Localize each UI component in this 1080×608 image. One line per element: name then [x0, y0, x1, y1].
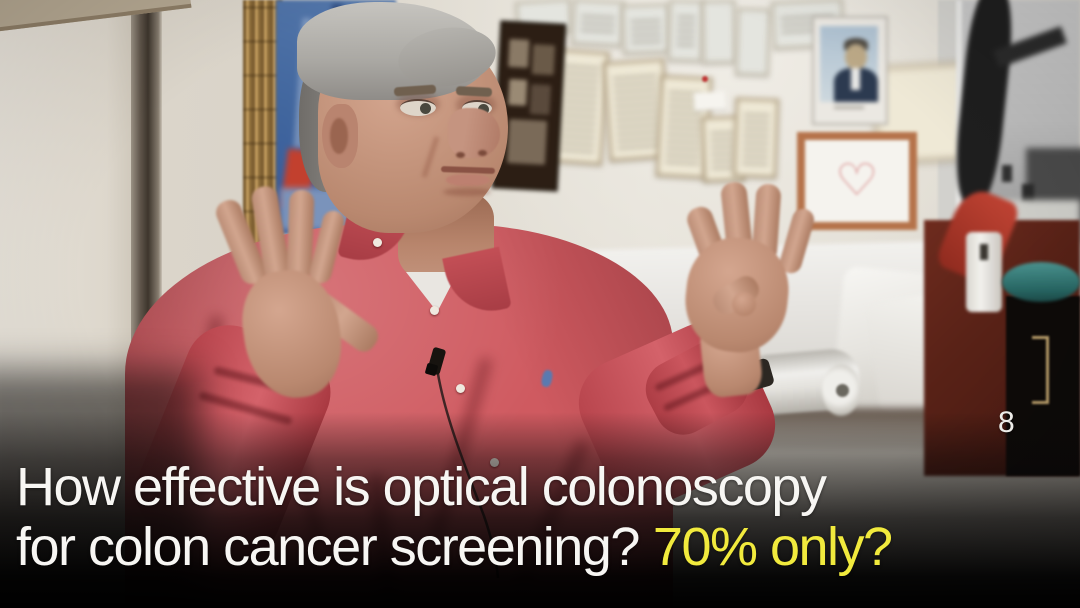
paper-roll-core [836, 384, 849, 397]
caption: How effective is optical colonoscopy for… [16, 457, 1078, 577]
nostril [456, 152, 465, 158]
white-bottle [966, 232, 1002, 312]
photo-figure [1022, 184, 1034, 202]
caption-gradient-overlay [0, 412, 1080, 608]
collar-button [373, 238, 382, 247]
photo-figure [1002, 165, 1012, 182]
presenter-ear-inner [330, 118, 348, 154]
wall-pin [702, 76, 708, 82]
bottle-label [980, 244, 988, 260]
caption-line-2: for colon cancer screening? 70% only? [16, 517, 1078, 577]
portrait-shirt [851, 68, 860, 90]
chin-crease [443, 188, 491, 196]
portrait-photo [820, 26, 878, 102]
nostril [478, 150, 487, 156]
lower-lip [446, 174, 490, 186]
caption-highlight: 70% only? [652, 517, 893, 577]
shirt-button [456, 384, 465, 393]
portrait-caption-line [834, 106, 864, 109]
nose [448, 108, 500, 158]
cabinet-handle [1032, 336, 1049, 404]
slide-number: 8 [998, 406, 1015, 439]
portrait-photo-frame [812, 16, 888, 125]
caption-line-1: How effective is optical colonoscopy [16, 457, 827, 517]
teal-basin [1002, 262, 1080, 302]
portrait-face [845, 44, 867, 70]
heart-icon: ♡ [835, 156, 879, 205]
eye [400, 99, 436, 116]
caption-line-2-text: for colon cancer screening? [16, 517, 640, 577]
presenter-left-hand [660, 160, 860, 420]
thumb-knuckle [732, 292, 756, 316]
shirt-button [430, 306, 439, 315]
heart-drawing-frame: ♡ [797, 132, 917, 230]
